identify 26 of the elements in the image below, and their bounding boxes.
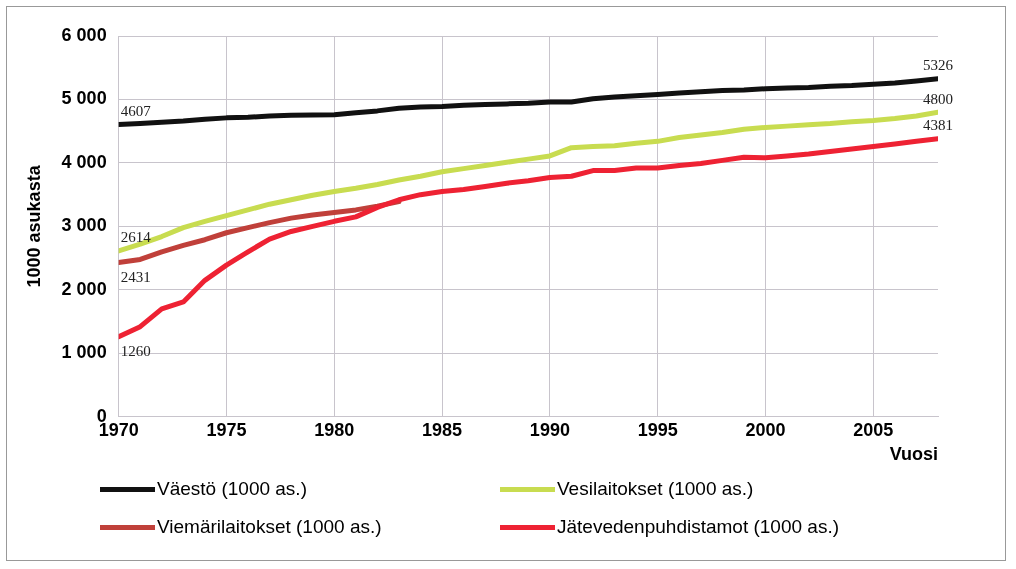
legend-label: Jätevedenpuhdistamot (1000 as.) [557, 516, 840, 538]
data-label: 4607 [120, 102, 152, 119]
y-axis-title: 1000 asukasta [23, 164, 44, 288]
x-tick-label: 1990 [529, 419, 570, 440]
data-label: 2431 [120, 268, 151, 285]
legend-label: Viemärilaitokset (1000 as.) [157, 516, 382, 538]
data-label: 4381 [923, 117, 953, 134]
x-tick-label: 2005 [853, 419, 894, 440]
x-axis-title: Vuosi [889, 444, 938, 465]
data-label: 5326 [923, 57, 954, 74]
x-tick-label: 1975 [206, 419, 247, 440]
data-label: 2614 [120, 229, 152, 246]
x-tick-label: 1995 [637, 419, 678, 440]
data-label: 1260 [120, 343, 151, 360]
x-tick-label: 2000 [745, 419, 786, 440]
x-tick-label: 1980 [314, 419, 355, 440]
legend-label: Väestö (1000 as.) [157, 478, 307, 500]
y-tick-label: 3 000 [61, 215, 107, 236]
y-tick-label: 2 000 [61, 278, 107, 299]
y-tick-label: 4 000 [61, 151, 107, 172]
x-tick-label: 1985 [422, 419, 463, 440]
legend-label: Vesilaitokset (1000 as.) [557, 478, 754, 500]
data-label: 4800 [923, 90, 953, 107]
y-tick-label: 5 000 [61, 88, 107, 109]
y-tick-label: 6 000 [61, 24, 107, 45]
y-tick-label: 1 000 [61, 342, 107, 363]
